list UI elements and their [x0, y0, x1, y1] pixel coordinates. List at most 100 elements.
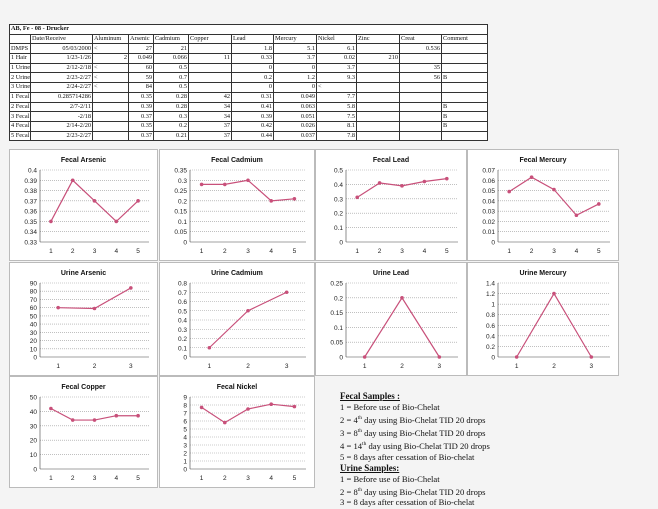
- urine-samples-heading: Urine Samples:: [340, 462, 400, 473]
- y-tick-label: 0.33: [24, 240, 37, 247]
- y-tick-label: 0.03: [482, 209, 495, 216]
- y-tick-label: 0.4: [486, 333, 495, 340]
- x-tick-label: 1: [208, 363, 212, 370]
- legend-item-text: 3 = 8 days after cessation of Bio-chelat: [340, 497, 475, 508]
- data-point: [223, 420, 227, 425]
- table-cell: [92, 111, 129, 122]
- series-line: [508, 176, 600, 217]
- table-cell: [399, 91, 442, 103]
- table-cell: 0.02: [316, 53, 357, 64]
- legend-item-text: 2 = 8: [340, 486, 358, 497]
- y-tick-label: 0.2: [178, 336, 187, 343]
- table-cell: 0.39: [128, 101, 154, 113]
- table-cell: [92, 130, 129, 142]
- y-tick-label: 0: [339, 240, 343, 247]
- table-cell: 0.37: [128, 111, 154, 122]
- y-tick-label: 50: [30, 395, 38, 402]
- table-cell: [356, 62, 400, 74]
- table-cell: 2/23-2/27: [30, 130, 93, 142]
- table-cell: Copper: [188, 33, 232, 45]
- y-tick-label: 0.6: [486, 323, 495, 330]
- x-tick-label: 3: [400, 248, 404, 255]
- legend-item-ordinal: th: [357, 486, 363, 493]
- table-cell: 0.28: [153, 91, 189, 103]
- y-tick-label: 0.02: [482, 219, 495, 226]
- y-tick-label: 0.8: [178, 281, 187, 288]
- table-cell: [188, 43, 232, 55]
- table-cell: [9, 33, 31, 45]
- x-tick-label: 5: [445, 248, 449, 255]
- y-tick-label: 0.15: [174, 209, 187, 216]
- y-tick-label: 0.35: [24, 219, 37, 226]
- table-cell: 05/03/2000: [30, 43, 93, 55]
- table-row: 4 Fecal 2/14-2/20 0.35 0.2 37 0.42 0.026 8.1 B: [9, 120, 489, 132]
- data-point: [114, 219, 119, 224]
- y-tick-label: 0.05: [330, 340, 343, 347]
- table-cell: 0.285714286: [30, 91, 93, 103]
- x-tick-label: 2: [552, 363, 556, 370]
- table-cell: 3 Urine: [9, 82, 31, 93]
- table-cell: 0.2: [231, 72, 274, 84]
- table-cell: 3 Fecal: [9, 111, 31, 122]
- legend-item: 1 = Before use of Bio-Chelat: [340, 402, 490, 413]
- y-tick-label: 0.3: [178, 327, 187, 334]
- chart-svg: Fecal Copper 50 40 30 20 10 0 1 2 3 4 5: [30, 384, 149, 482]
- x-tick-label: 3: [590, 363, 594, 370]
- chart-svg: Urine Lead 0.25 0.2 0.15 0.1 0.05 0 1 2 3: [330, 270, 458, 370]
- y-tick-label: 0.5: [178, 308, 187, 315]
- table-cell: 2/24-2/27: [30, 82, 93, 93]
- legend-item: 3 = 8 days after cessation of Bio-chelat: [340, 497, 490, 508]
- x-tick-label: 1: [363, 363, 367, 370]
- table-cell: Aluminum: [92, 33, 129, 45]
- table-cell: 0.3: [153, 111, 189, 122]
- data-point: [49, 219, 53, 224]
- table-cell: [440, 62, 489, 74]
- y-tick-label: 3: [183, 443, 187, 450]
- y-tick-label: 0.37: [24, 198, 37, 205]
- table-cell: 0: [231, 62, 274, 74]
- table-cell: [440, 43, 489, 55]
- legend-item: 5 = 8 days after cessation of Bio-chelat: [340, 452, 490, 463]
- table-cell: Creat: [399, 33, 442, 45]
- urine-samples-list: 1 = Before use of Bio-Chelat 2 = 8th day …: [340, 474, 490, 509]
- x-tick-label: 5: [597, 248, 601, 255]
- x-tick-label: 1: [200, 475, 204, 482]
- sample-legend: Fecal Samples : 1 = Before use of Bio-Ch…: [340, 391, 490, 508]
- y-tick-label: 90: [30, 281, 38, 288]
- data-point: [246, 178, 250, 183]
- legend-item-ordinal: th: [362, 440, 367, 447]
- table-row: 2 Urine 2/23-2/27 <59 0.7 0.2 1.2 9.3 56 B: [9, 72, 489, 84]
- table-cell: [356, 72, 400, 84]
- data-point: [136, 199, 140, 203]
- table-cell: 6.1: [316, 43, 357, 55]
- data-point: [207, 345, 212, 350]
- chart-0: Fecal Arsenic 0.4 0.39 0.38 0.37 0.36 0.35 0.34…: [9, 149, 158, 261]
- table-cell: [356, 43, 400, 55]
- y-tick-label: 0.6: [178, 299, 187, 306]
- table-row: 2 Fecal 2/7-2/11 0.39 0.28 34 0.41 0.063 5.8 B: [9, 101, 489, 113]
- data-point: [56, 305, 60, 310]
- legend-item-text: 1 = Before use of Bio-Chelat: [340, 473, 440, 484]
- table-cell: B: [440, 72, 489, 84]
- table-cell: 5.8: [316, 101, 357, 113]
- table-cell: 0.066: [153, 53, 189, 64]
- data-point: [400, 296, 404, 300]
- table-cell: 34: [188, 111, 232, 122]
- legend-item-text: 5 = 8 days after cessation of Bio-chelat: [340, 451, 475, 462]
- table-cell: 37: [188, 120, 232, 132]
- legend-item: 3 = 8th day using Bio-Chelat TID 20 drop…: [340, 426, 490, 439]
- x-tick-label: 3: [93, 475, 97, 482]
- y-tick-label: 0: [491, 355, 495, 362]
- table-cell: <: [92, 82, 129, 93]
- x-tick-label: 4: [114, 248, 118, 255]
- table-cell: 7.7: [316, 91, 357, 103]
- table-cell: 2/14-2/20: [30, 120, 93, 132]
- table-cell: 37: [188, 130, 232, 142]
- table-cell: 5 Fecal: [9, 130, 31, 142]
- chart-title: Fecal Nickel: [217, 384, 258, 391]
- data-point: [552, 187, 556, 192]
- table-cell: [399, 130, 442, 142]
- chart-title: Urine Arsenic: [61, 270, 106, 277]
- y-tick-label: 0.1: [334, 325, 343, 332]
